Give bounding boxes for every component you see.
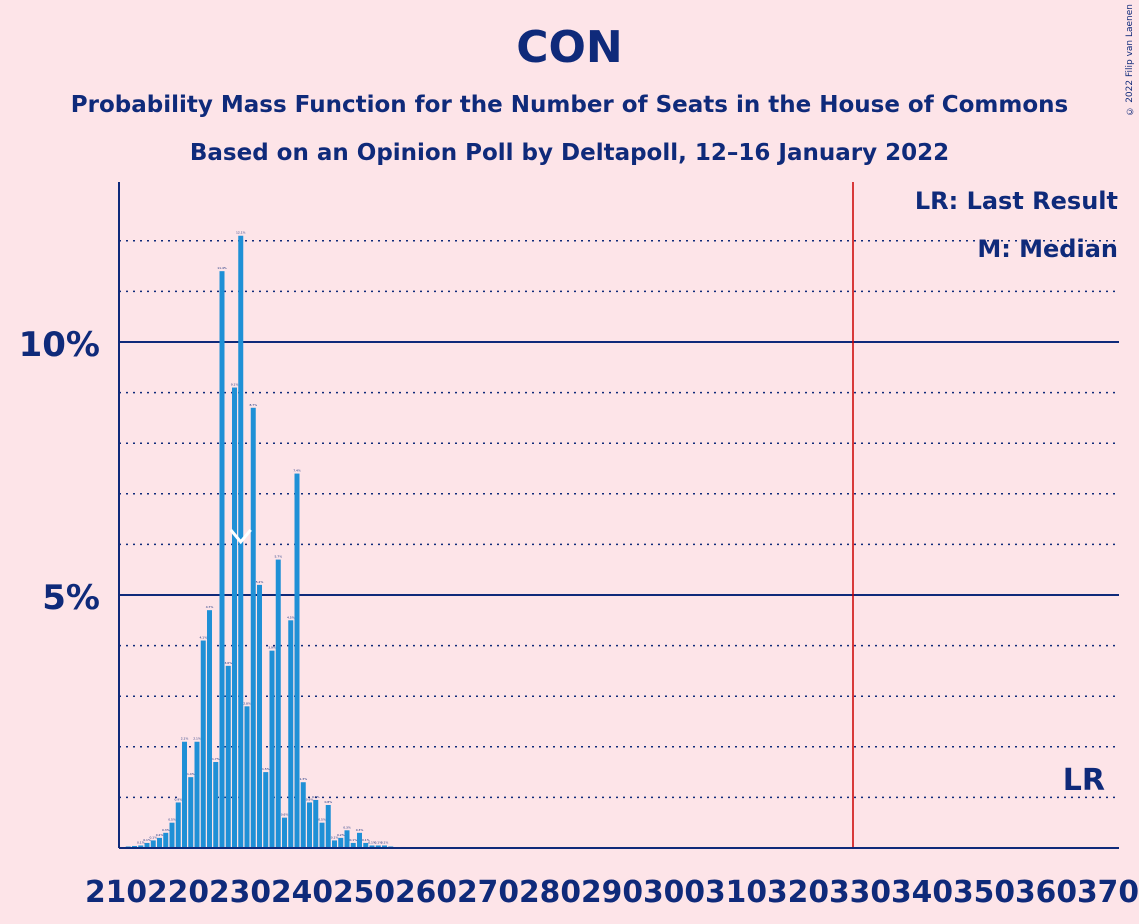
bar-value-label: 0.1% (331, 835, 339, 839)
bar-value-label: 5.2% (256, 580, 264, 584)
bar (382, 845, 387, 848)
bar (338, 837, 344, 848)
bars-group: 0.1%0.1%0.1%0.2%0.3%0.5%0.9%2.1%1.4%2.1%… (119, 231, 437, 849)
bar-value-label: 1.4% (187, 772, 195, 776)
bar-value-label: 2.1% (181, 737, 189, 741)
bar-value-label: 0.9% (174, 797, 182, 801)
bar (213, 761, 219, 848)
bar-value-label: 0.1% (137, 840, 145, 844)
bar (200, 640, 206, 848)
bar (219, 271, 225, 848)
bar-value-label: 2.1% (193, 737, 201, 741)
legend-last-result: LR: Last Result (915, 187, 1118, 215)
bar (363, 842, 369, 848)
bar-value-label: 0.1% (149, 835, 157, 839)
axes: 10% 5% 21022023024025026027028029030031032… (19, 182, 1139, 910)
bar-value-label: 1.3% (299, 777, 307, 781)
bar-value-label: 0.9% (306, 797, 314, 801)
bar-value-label: 3.6% (224, 661, 232, 665)
bar (344, 830, 350, 848)
lr-label: LR (1063, 763, 1105, 798)
chart-subtitle-1: Probability Mass Function for the Number… (70, 92, 1069, 118)
annotations: LR: Last Result M: Median LR (229, 182, 1118, 848)
legend-median: M: Median (977, 235, 1118, 263)
bar-value-label: 0.1% (349, 838, 357, 842)
bar (288, 620, 294, 848)
bar (275, 559, 281, 848)
bar (225, 665, 231, 848)
bar (194, 741, 200, 848)
bar (294, 473, 300, 848)
bar (357, 832, 362, 848)
median-marker (229, 528, 252, 545)
bar (263, 772, 269, 848)
bar-value-label: 0.5% (168, 818, 176, 822)
bar (207, 610, 212, 848)
y-tick-label: 5% (42, 578, 100, 618)
x-tick-labels: 2102202302402502602702802903003103203303… (85, 875, 1139, 910)
bar-value-label: 0.1% (362, 838, 370, 842)
bar-value-label: 0.1% (381, 840, 389, 844)
y-tick-label: 10% (19, 325, 100, 365)
chart-title: CON (516, 22, 623, 73)
bar-value-label: 0.1% (143, 838, 151, 842)
bar-value-label: 4.5% (287, 615, 295, 619)
bar (182, 741, 187, 848)
bar-value-label: 0.2% (337, 833, 345, 837)
bar (300, 782, 306, 848)
bar (157, 837, 162, 848)
chart-subtitle-2: Based on an Opinion Poll by Deltapoll, 1… (189, 140, 950, 166)
bar-value-label: 0.5% (318, 818, 326, 822)
bar-value-label: 0.3% (356, 828, 364, 832)
bar (163, 832, 169, 848)
bar (132, 845, 137, 848)
bar-value-label: 7.4% (293, 469, 301, 473)
bar (319, 822, 325, 848)
bar (138, 845, 144, 848)
bar-value-label: 1.7% (212, 757, 220, 761)
bar-value-label: 3.9% (268, 646, 276, 650)
bar-value-label: 5.7% (274, 555, 282, 559)
bar (169, 822, 175, 848)
bar (350, 842, 356, 848)
bar (150, 840, 156, 848)
bar-value-label: 4.7% (206, 605, 214, 609)
bar-value-label: 8.7% (249, 403, 257, 407)
bar (313, 799, 319, 848)
bar-value-label: 0.1% (374, 840, 382, 844)
bar (332, 840, 337, 848)
bar-value-label: 12.1% (236, 231, 246, 235)
bar (244, 706, 250, 848)
bar-value-label: 0.3% (343, 825, 351, 829)
bar (188, 777, 194, 848)
bar (307, 802, 312, 848)
bar (369, 845, 375, 848)
bar-value-label: 9.1% (231, 383, 239, 387)
bar-value-label: 0.2% (156, 833, 164, 837)
bar (269, 650, 275, 848)
bar (175, 802, 181, 848)
bar-value-label: 0.8% (324, 800, 332, 804)
bar-value-label: 0.6% (281, 813, 289, 817)
bar (144, 842, 150, 848)
grid-lines (119, 240, 1119, 799)
bar (250, 407, 256, 848)
bar-value-label: 1.5% (262, 767, 270, 771)
bar (282, 817, 287, 848)
bar-value-label: 0.3% (162, 828, 170, 832)
bar-value-label: 0.1% (368, 840, 376, 844)
bar-value-label: 0.9% (312, 795, 320, 799)
bar (325, 804, 331, 848)
bar (375, 845, 381, 848)
bar-value-label: 2.8% (243, 701, 251, 705)
bar (232, 387, 237, 848)
bar-value-label: 4.1% (199, 636, 207, 640)
bar-value-label: 11.4% (217, 266, 227, 270)
bar (257, 584, 262, 848)
